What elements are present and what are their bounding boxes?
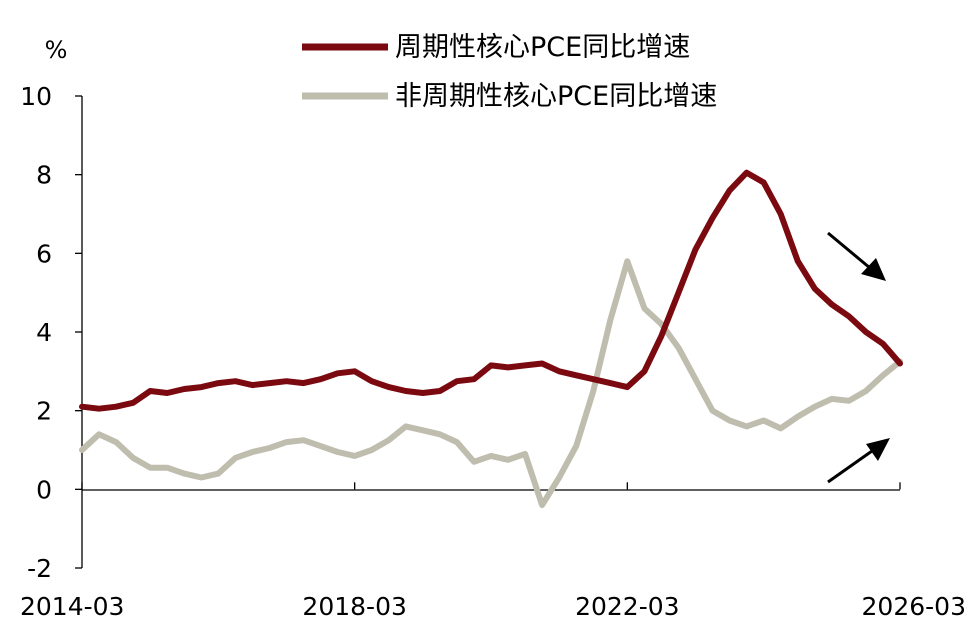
y-tick-label: 2 [36, 397, 52, 426]
y-tick-label: -2 [27, 554, 52, 583]
x-tick-label: 2026-03 [862, 592, 966, 621]
series-line-cyclical [79, 169, 903, 412]
legend: 周期性核心PCE同比增速 非周期性核心PCE同比增速 [302, 32, 717, 112]
down-arrow-shaft [827, 231, 871, 270]
legend-label-cyclical: 周期性核心PCE同比增速 [395, 32, 690, 63]
x-tick-label: 2014-03 [20, 592, 124, 621]
up-arrow-head [866, 438, 890, 461]
y-unit-label: % [45, 36, 68, 64]
series-line-acyclical [79, 258, 903, 509]
axes: 10 8 6 4 2 0 -2 2014-03 2018-03 2022-03 2026-03 [20, 82, 966, 621]
down-arrow-head [861, 258, 886, 281]
annotations [827, 231, 890, 484]
x-tick-label: 2018-03 [302, 592, 406, 621]
legend-label-acyclical: 非周期性核心PCE同比增速 [395, 81, 717, 112]
x-tick-label: 2022-03 [575, 592, 679, 621]
series-layer [79, 169, 903, 509]
up-arrow-shaft [827, 449, 873, 484]
y-tick-label: 10 [20, 82, 52, 111]
y-tick-label: 4 [36, 318, 52, 347]
y-tick-label: 6 [36, 239, 52, 268]
y-tick-label: 8 [36, 161, 52, 190]
y-tick-label: 0 [36, 475, 52, 504]
